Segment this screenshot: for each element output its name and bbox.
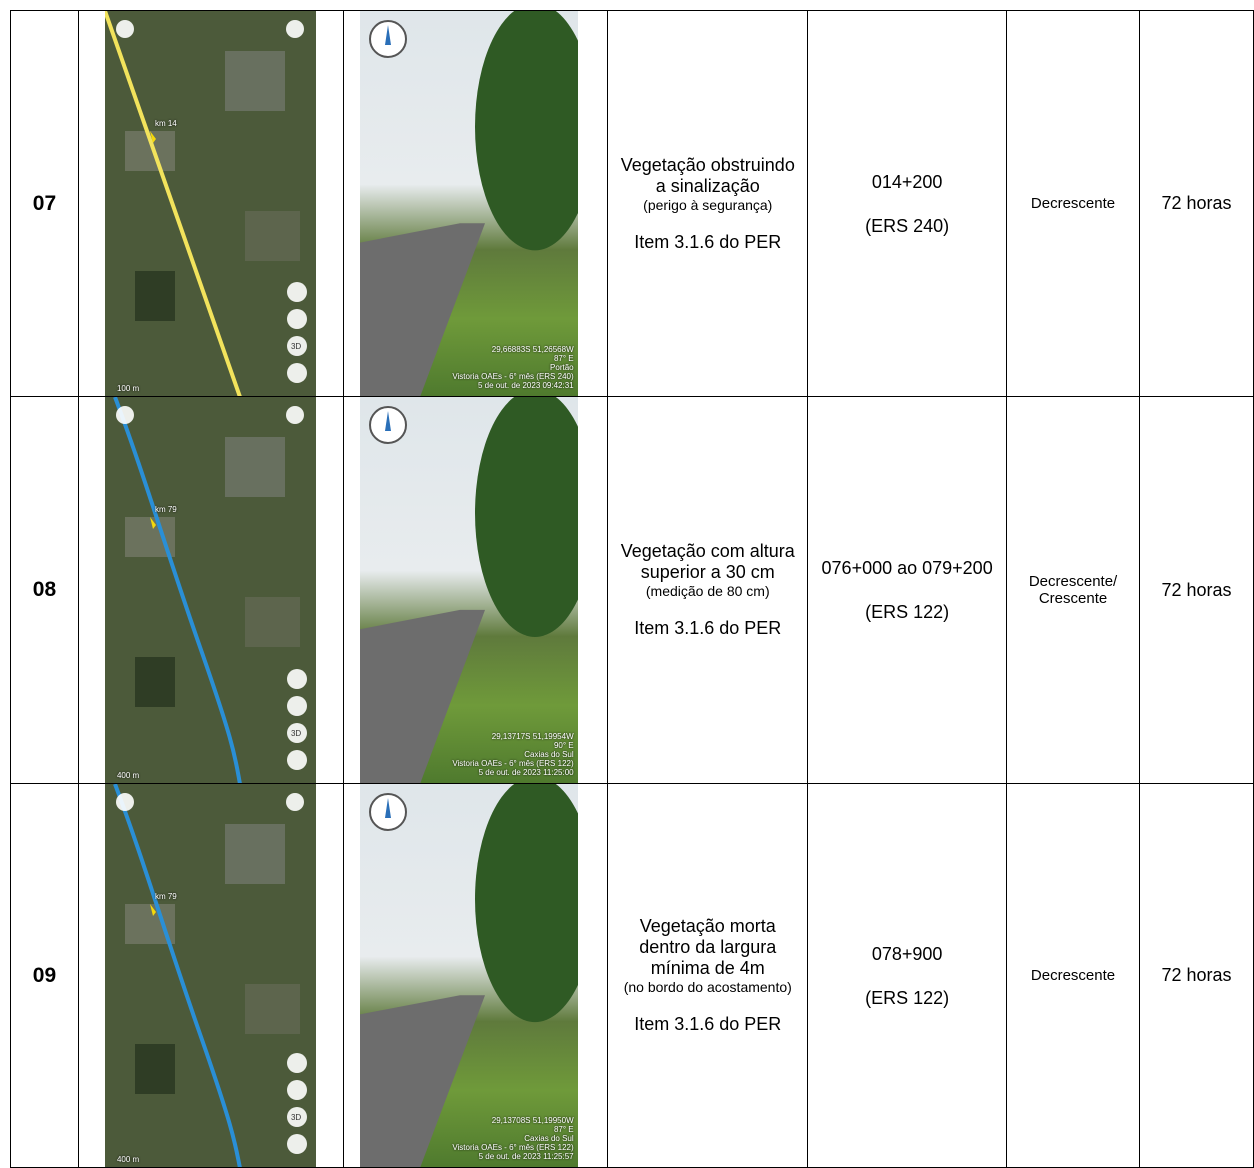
map-scale: 400 m xyxy=(117,771,139,780)
description-cell: Vegetação obstruindo a sinalização(perig… xyxy=(608,11,808,397)
map-km-label: km 14 xyxy=(155,119,177,128)
photo-caption-line: 5 de out. de 2023 11:25:00 xyxy=(452,768,573,777)
row-number: 08 xyxy=(11,397,79,784)
description-note: (no bordo do acostamento) xyxy=(616,979,799,996)
row-number: 07 xyxy=(11,11,79,397)
map-cell: km 79 400 m 3D xyxy=(78,397,343,784)
photo-caption-line: Vistoria OAEs - 6° mês (ERS 122) xyxy=(452,1143,573,1152)
photo-graphic xyxy=(360,397,578,784)
photo-caption-line: 90° E xyxy=(452,741,573,750)
photo-graphic xyxy=(360,11,578,397)
location-km: 076+000 ao 079+200 xyxy=(808,557,1006,579)
description-main: Vegetação morta dentro da largura mínima… xyxy=(616,916,799,979)
photo-graphic xyxy=(360,784,578,1168)
description-main: Vegetação com altura superior a 30 cm xyxy=(616,541,799,583)
map-graphic xyxy=(105,397,316,784)
map-image: km 14 100 m 3D xyxy=(105,11,316,396)
direction-cell: Decrescente xyxy=(1007,11,1140,397)
row-number: 09 xyxy=(11,784,79,1168)
deadline-cell: 72 horas xyxy=(1140,11,1254,397)
map-image: km 79 400 m 3D xyxy=(105,397,316,783)
map-3d-button: 3D xyxy=(291,1113,301,1122)
photo-caption-line: 5 de out. de 2023 09:42:31 xyxy=(452,381,573,390)
map-cell: km 14 100 m 3D xyxy=(78,11,343,397)
map-scale: 400 m xyxy=(117,1155,139,1164)
map-graphic xyxy=(105,784,316,1168)
description-cell: Vegetação morta dentro da largura mínima… xyxy=(608,784,808,1168)
location-road: (ERS 122) xyxy=(808,601,1006,623)
location-road: (ERS 240) xyxy=(808,215,1006,237)
photo-caption-line: Portão xyxy=(452,363,573,372)
map-scale: 100 m xyxy=(117,384,139,393)
description-item: Item 3.1.6 do PER xyxy=(616,618,799,639)
deadline-cell: 72 horas xyxy=(1140,397,1254,784)
location-cell: 076+000 ao 079+200 (ERS 122) xyxy=(808,397,1007,784)
deadline-cell: 72 horas xyxy=(1140,784,1254,1168)
map-cell: km 79 400 m 3D xyxy=(78,784,343,1168)
description-cell: Vegetação com altura superior a 30 cm(me… xyxy=(608,397,808,784)
description-main: Vegetação obstruindo a sinalização xyxy=(616,155,799,197)
map-3d-button: 3D xyxy=(291,729,301,738)
description-note: (medição de 80 cm) xyxy=(616,583,799,600)
direction-cell: Decrescente xyxy=(1007,784,1140,1168)
location-km: 078+900 xyxy=(808,943,1006,965)
map-image: km 79 400 m 3D xyxy=(105,784,316,1167)
map-km-label: km 79 xyxy=(155,892,177,901)
description-item: Item 3.1.6 do PER xyxy=(616,1014,799,1035)
photo-caption-line: 29,66883S 51,26568W xyxy=(452,345,573,354)
photo-caption-line: 87° E xyxy=(452,354,573,363)
direction-cell: Decrescente/ Crescente xyxy=(1007,397,1140,784)
photo-caption-line: Vistoria OAEs - 6° mês (ERS 240) xyxy=(452,372,573,381)
map-graphic xyxy=(105,11,316,397)
description-item: Item 3.1.6 do PER xyxy=(616,232,799,253)
page: {"table": {"rows": [ {"number": "07", "m… xyxy=(0,0,1254,1167)
location-road: (ERS 122) xyxy=(808,987,1006,1009)
photo-caption-line: 29,13717S 51,19954W xyxy=(452,732,573,741)
map-3d-button: 3D xyxy=(291,342,301,351)
photo-caption-line: Caxias do Sul xyxy=(452,750,573,759)
photo-caption-line: Caxias do Sul xyxy=(452,1134,573,1143)
description-note: (perigo à segurança) xyxy=(616,197,799,214)
photo-caption-line: 29,13708S 51,19950W xyxy=(452,1116,573,1125)
location-cell: 078+900 (ERS 122) xyxy=(808,784,1007,1168)
location-cell: 014+200 (ERS 240) xyxy=(808,11,1007,397)
photo-caption-line: 87° E xyxy=(452,1125,573,1134)
photo-caption-line: 5 de out. de 2023 11:25:57 xyxy=(452,1152,573,1161)
photo-caption-line: Vistoria OAEs - 6° mês (ERS 122) xyxy=(452,759,573,768)
map-km-label: km 79 xyxy=(155,505,177,514)
location-km: 014+200 xyxy=(808,171,1006,193)
